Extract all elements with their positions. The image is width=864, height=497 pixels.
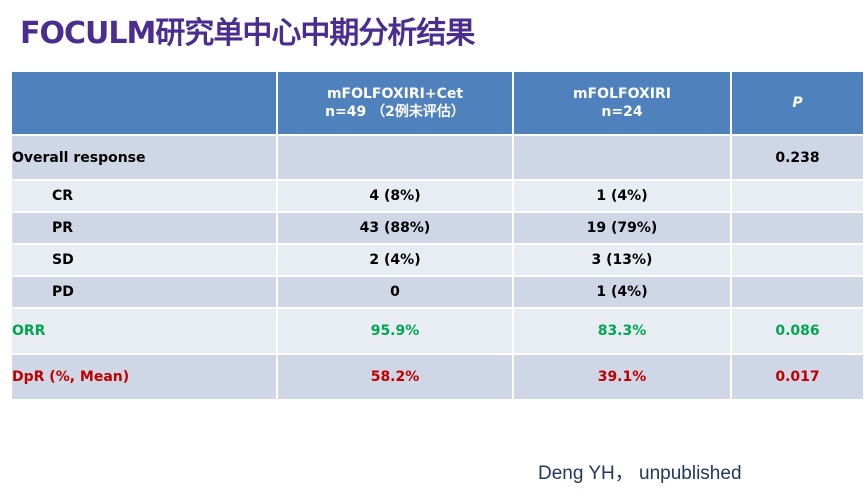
p-value: 0.086 [730, 307, 864, 355]
row-label: SD [10, 243, 278, 277]
header-arm1: mFOLFOXIRI+Cet n=49 （2例未评估） [276, 70, 514, 136]
arm2-value: 83.3% [512, 307, 732, 355]
p-value: 0.017 [730, 353, 864, 401]
header-arm1-n: n=49 （2例未评估） [325, 104, 465, 120]
citation: Deng YH， unpublished [538, 463, 742, 484]
arm2-value: 19 (79%) [512, 211, 732, 245]
row-label: Overall response [10, 134, 278, 181]
arm1-value: 4 (8%) [276, 179, 514, 213]
p-value: 0.238 [730, 134, 864, 181]
header-arm2-n: n=24 [601, 104, 643, 120]
arm1-value: 43 (88%) [276, 211, 514, 245]
arm1-value [276, 134, 514, 181]
p-value [730, 211, 864, 245]
table-header-row: mFOLFOXIRI+Cet n=49 （2例未评估） mFOLFOXIRI n… [10, 70, 864, 136]
table-row: PR 43 (88%) 19 (79%) [10, 211, 864, 245]
header-arm1-name: mFOLFOXIRI+Cet [326, 86, 464, 102]
arm2-value: 3 (13%) [512, 243, 732, 277]
header-empty [10, 70, 278, 136]
arm1-value: 2 (4%) [276, 243, 514, 277]
row-label: PR [10, 211, 278, 245]
arm2-value: 1 (4%) [512, 275, 732, 309]
table-row-dpr: DpR (%, Mean) 58.2% 39.1% 0.017 [10, 353, 864, 401]
p-value [730, 275, 864, 309]
row-label: ORR [10, 307, 278, 355]
header-arm2: mFOLFOXIRI n=24 [512, 70, 732, 136]
arm2-value: 39.1% [512, 353, 732, 401]
table-row: CR 4 (8%) 1 (4%) [10, 179, 864, 213]
table-row: Overall response 0.238 [10, 134, 864, 181]
table-row: SD 2 (4%) 3 (13%) [10, 243, 864, 277]
arm1-value: 0 [276, 275, 514, 309]
row-label: DpR (%, Mean) [10, 353, 278, 401]
arm2-value [512, 134, 732, 181]
response-table: mFOLFOXIRI+Cet n=49 （2例未评估） mFOLFOXIRI n… [10, 70, 864, 401]
slide-title: FOCULM研究单中心中期分析结果 [20, 16, 475, 51]
table-row: PD 0 1 (4%) [10, 275, 864, 309]
row-label: PD [10, 275, 278, 309]
p-value [730, 243, 864, 277]
header-p: P [730, 70, 864, 136]
arm2-value: 1 (4%) [512, 179, 732, 213]
p-value [730, 179, 864, 213]
row-label: CR [10, 179, 278, 213]
arm1-value: 58.2% [276, 353, 514, 401]
table-row-orr: ORR 95.9% 83.3% 0.086 [10, 307, 864, 355]
header-arm2-name: mFOLFOXIRI [573, 86, 671, 102]
arm1-value: 95.9% [276, 307, 514, 355]
